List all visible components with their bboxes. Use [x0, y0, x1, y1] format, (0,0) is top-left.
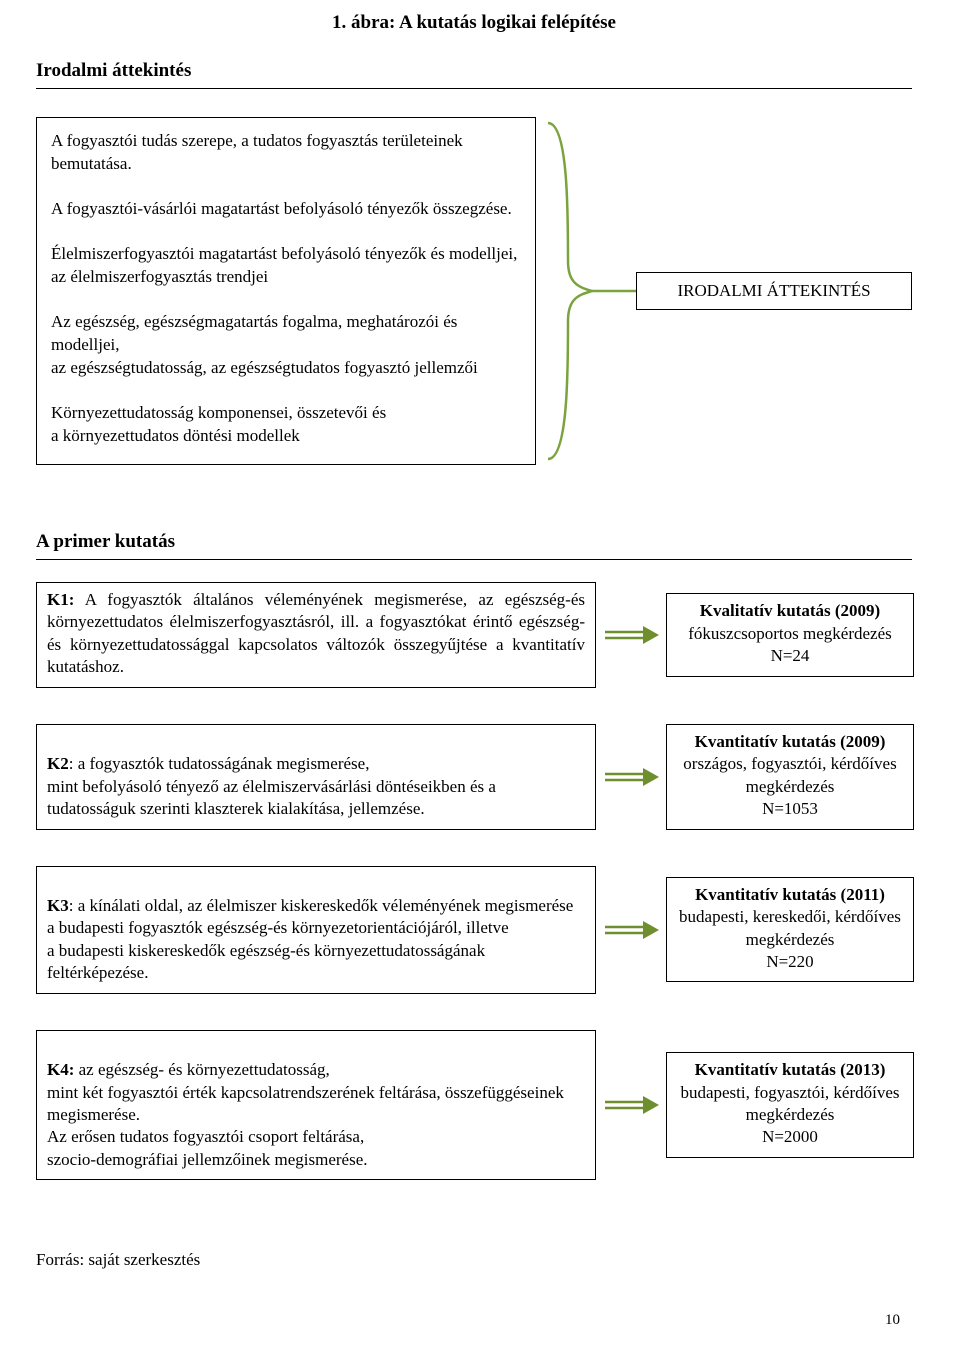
irodalmi-p2: A fogyasztói-vásárlói magatartást befoly… — [51, 198, 521, 221]
k1-box: K1: A fogyasztók általános véleményének … — [36, 582, 596, 688]
arrow-icon — [601, 765, 661, 789]
result-title: Kvalitatív kutatás (2009) — [677, 600, 903, 622]
primer-section-heading: A primer kutatás — [36, 531, 912, 553]
irodalmi-section-heading: Irodalmi áttekintés — [36, 60, 912, 82]
k-label: K4: — [47, 1060, 74, 1079]
irodalmi-row: A fogyasztói tudás szerepe, a tudatos fo… — [36, 111, 912, 471]
k-text: : a fogyasztók tudatosságának megismerés… — [47, 754, 496, 818]
arrow-icon — [601, 1093, 661, 1117]
result-line1: fókuszcsoportos megkérdezés — [677, 623, 903, 645]
source-label: Forrás: saját szerkesztés — [36, 1250, 912, 1270]
primer-block: K1: A fogyasztók általános véleményének … — [36, 582, 912, 1180]
irodalmi-box: A fogyasztói tudás szerepe, a tudatos fo… — [36, 117, 536, 464]
k-label: K2 — [47, 754, 69, 773]
result-line1: budapesti, kereskedői, kérdőíves megkérd… — [677, 906, 903, 951]
irodalmi-p5: Környezettudatosság komponensei, összete… — [51, 402, 521, 448]
arrow-icon — [601, 623, 661, 647]
result-title: Kvantitatív kutatás (2011) — [677, 884, 903, 906]
divider — [36, 88, 912, 89]
result-title: Kvantitatív kutatás (2009) — [677, 731, 903, 753]
k3-result-box: Kvantitatív kutatás (2011) budapesti, ke… — [666, 877, 914, 983]
k4-result-box: Kvantitatív kutatás (2013) budapesti, fo… — [666, 1052, 914, 1158]
arrow-icon — [601, 918, 661, 942]
result-title: Kvantitatív kutatás (2013) — [677, 1059, 903, 1081]
k2-box: K2: a fogyasztók tudatosságának megismer… — [36, 724, 596, 830]
page-number: 10 — [885, 1312, 900, 1329]
k-text: : a kínálati oldal, az élelmiszer kisker… — [47, 896, 573, 982]
k1-result-box: Kvalitatív kutatás (2009) fókuszcsoporto… — [666, 593, 914, 676]
result-line2: N=24 — [677, 645, 903, 667]
figure-title: 1. ábra: A kutatás logikai felépítése — [36, 12, 912, 34]
k-label: K1: — [47, 590, 74, 609]
result-line2: N=220 — [677, 951, 903, 973]
k2-result-box: Kvantitatív kutatás (2009) országos, fog… — [666, 724, 914, 830]
k-row: K1: A fogyasztók általános véleményének … — [36, 582, 912, 688]
k-text: az egészség- és környezettudatosság, min… — [47, 1060, 564, 1169]
result-line2: N=2000 — [677, 1126, 903, 1148]
k-text: A fogyasztók általános véleményének megi… — [47, 590, 585, 676]
k-row: K4: az egészség- és környezettudatosság,… — [36, 1030, 912, 1181]
k3-box: K3: a kínálati oldal, az élelmiszer kisk… — [36, 866, 596, 994]
brace-connector-icon — [536, 111, 636, 471]
k-label: K3 — [47, 896, 69, 915]
k-row: K2: a fogyasztók tudatosságának megismer… — [36, 724, 912, 830]
irodalmi-right-box: IRODALMI ÁTTEKINTÉS — [636, 272, 912, 310]
irodalmi-p4: Az egészség, egészségmagatartás fogalma,… — [51, 311, 521, 380]
result-line1: budapesti, fogyasztói, kérdőíves megkérd… — [677, 1082, 903, 1127]
irodalmi-p3: Élelmiszerfogyasztói magatartást befolyá… — [51, 243, 521, 289]
result-line1: országos, fogyasztói, kérdőíves megkérde… — [677, 753, 903, 798]
result-line2: N=1053 — [677, 798, 903, 820]
k-row: K3: a kínálati oldal, az élelmiszer kisk… — [36, 866, 912, 994]
divider — [36, 559, 912, 560]
k4-box: K4: az egészség- és környezettudatosság,… — [36, 1030, 596, 1181]
irodalmi-p1: A fogyasztói tudás szerepe, a tudatos fo… — [51, 130, 521, 176]
